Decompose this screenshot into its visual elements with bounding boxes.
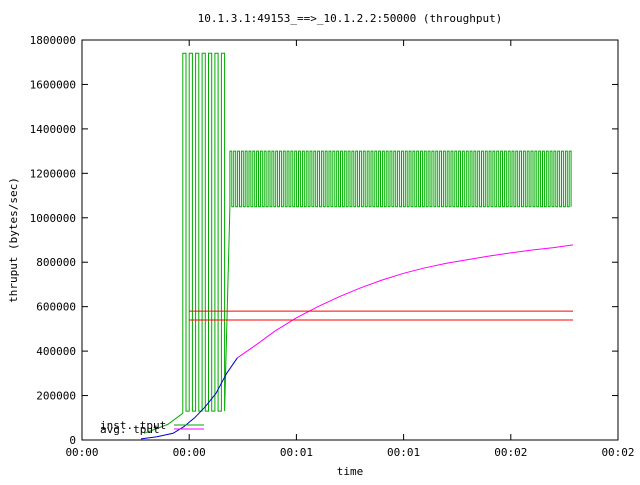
series-line-trace xyxy=(140,357,238,440)
x-tick-label: 00:01 xyxy=(387,446,420,459)
y-tick-label: 0 xyxy=(69,434,76,447)
legend-label: inst. tput xyxy=(100,419,166,432)
x-tick-label: 00:01 xyxy=(280,446,313,459)
x-tick-label: 00:02 xyxy=(494,446,527,459)
y-axis-label: thruput (bytes/sec) xyxy=(7,177,20,303)
y-tick-label: 1000000 xyxy=(30,212,76,225)
chart-title: 10.1.3.1:49153_==>_10.1.2.2:50000 (throu… xyxy=(198,12,503,25)
legend-label: avg. tput xyxy=(100,423,160,436)
series-line-avg-tput xyxy=(237,244,574,359)
x-tick-label: 00:00 xyxy=(65,446,98,459)
y-tick-label: 200000 xyxy=(36,390,76,403)
y-tick-label: 1800000 xyxy=(30,34,76,47)
y-tick-label: 600000 xyxy=(36,301,76,314)
y-tick-label: 800000 xyxy=(36,256,76,269)
y-tick-label: 400000 xyxy=(36,345,76,358)
x-axis-label: time xyxy=(337,465,364,478)
plot-frame xyxy=(81,39,619,441)
y-tick-label: 1400000 xyxy=(30,123,76,136)
y-tick-label: 1200000 xyxy=(30,167,76,180)
x-tick-label: 00:00 xyxy=(173,446,206,459)
series-line-inst-tput xyxy=(144,52,572,434)
y-tick-label: 1600000 xyxy=(30,78,76,91)
x-tick-label: 00:02 xyxy=(601,446,634,459)
